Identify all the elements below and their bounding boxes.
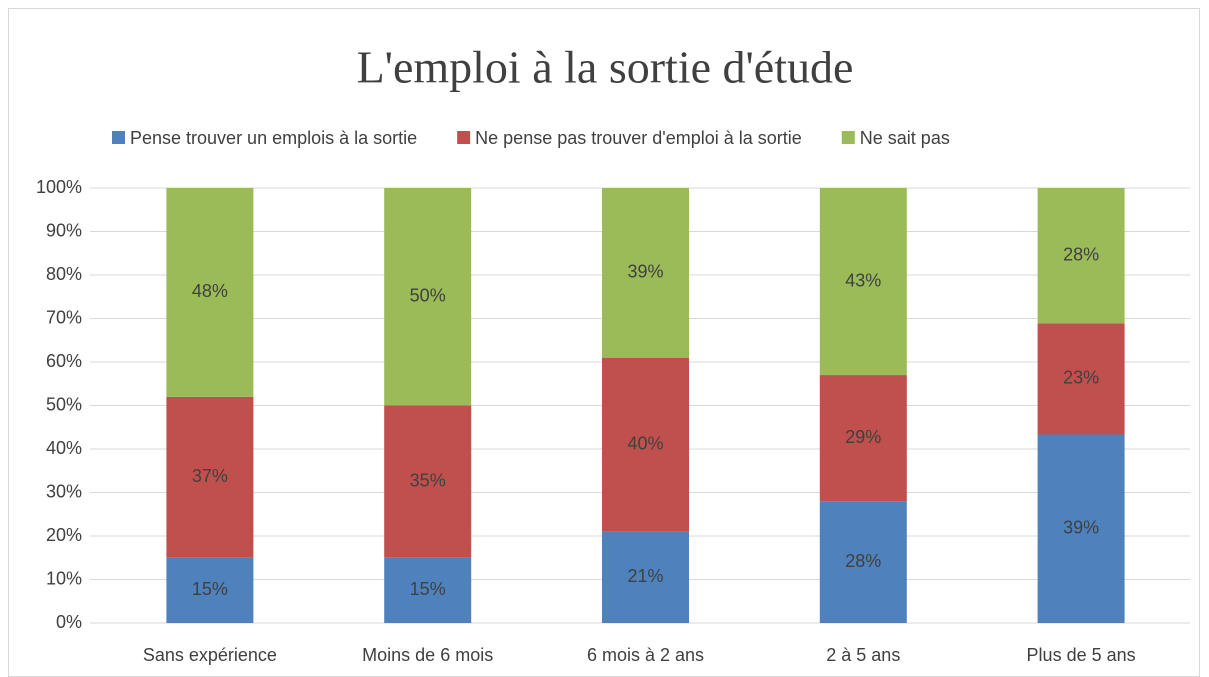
data-label: 35%: [410, 470, 446, 490]
data-label: 21%: [627, 566, 663, 586]
data-label: 50%: [410, 286, 446, 306]
bar-segment: [1037, 434, 1125, 623]
data-label: 29%: [845, 427, 881, 447]
x-tick-label: 2 à 5 ans: [826, 645, 900, 665]
data-label: 28%: [845, 551, 881, 571]
y-tick-label: 80%: [46, 264, 82, 284]
legend-label: Pense trouver un emplois à la sortie: [130, 128, 417, 148]
data-label: 39%: [1063, 518, 1099, 538]
bar-segment: [166, 557, 254, 623]
data-label: 43%: [845, 270, 881, 290]
bar-segment: [166, 188, 254, 397]
x-tick-label: Plus de 5 ans: [1027, 645, 1136, 665]
y-tick-label: 20%: [46, 525, 82, 545]
data-label: 28%: [1063, 244, 1099, 264]
data-label: 23%: [1063, 368, 1099, 388]
x-tick-label: 6 mois à 2 ans: [587, 645, 704, 665]
bar-segment: [819, 375, 907, 502]
x-tick-label: Moins de 6 mois: [362, 645, 493, 665]
data-label: 15%: [192, 579, 228, 599]
bar-segment: [384, 405, 472, 558]
bar-segment: [819, 188, 907, 376]
legend-swatch: [457, 131, 471, 144]
bar-segment: [1037, 323, 1125, 435]
y-tick-label: 40%: [46, 438, 82, 458]
bar-segment: [602, 188, 689, 358]
legend-swatch: [112, 131, 125, 144]
y-tick-label: 30%: [46, 481, 82, 501]
bar-segment: [602, 357, 689, 532]
chart-title: L'emploi à la sortie d'étude: [357, 42, 854, 93]
data-label: 39%: [627, 262, 663, 282]
x-tick-label: Sans expérience: [143, 645, 277, 665]
data-label: 15%: [410, 579, 446, 599]
bar-segment: [166, 396, 254, 558]
legend-label: Ne pense pas trouver d'emploi à la sorti…: [475, 128, 802, 148]
data-label: 37%: [192, 466, 228, 486]
bar-segment: [602, 531, 689, 623]
bar-segment: [384, 188, 472, 406]
bar-segment: [819, 501, 907, 623]
data-label: 40%: [627, 433, 663, 453]
y-tick-label: 100%: [36, 177, 82, 197]
data-label: 48%: [192, 281, 228, 301]
y-tick-label: 50%: [46, 394, 82, 414]
y-tick-label: 90%: [46, 220, 82, 240]
legend-label: Ne sait pas: [860, 128, 950, 148]
bar-segment: [384, 557, 472, 623]
y-tick-label: 0%: [56, 612, 82, 632]
bar-segment: [1037, 188, 1125, 324]
legend-swatch: [841, 131, 855, 144]
y-tick-label: 60%: [46, 351, 82, 371]
y-tick-label: 70%: [46, 307, 82, 327]
y-tick-label: 10%: [46, 568, 82, 588]
